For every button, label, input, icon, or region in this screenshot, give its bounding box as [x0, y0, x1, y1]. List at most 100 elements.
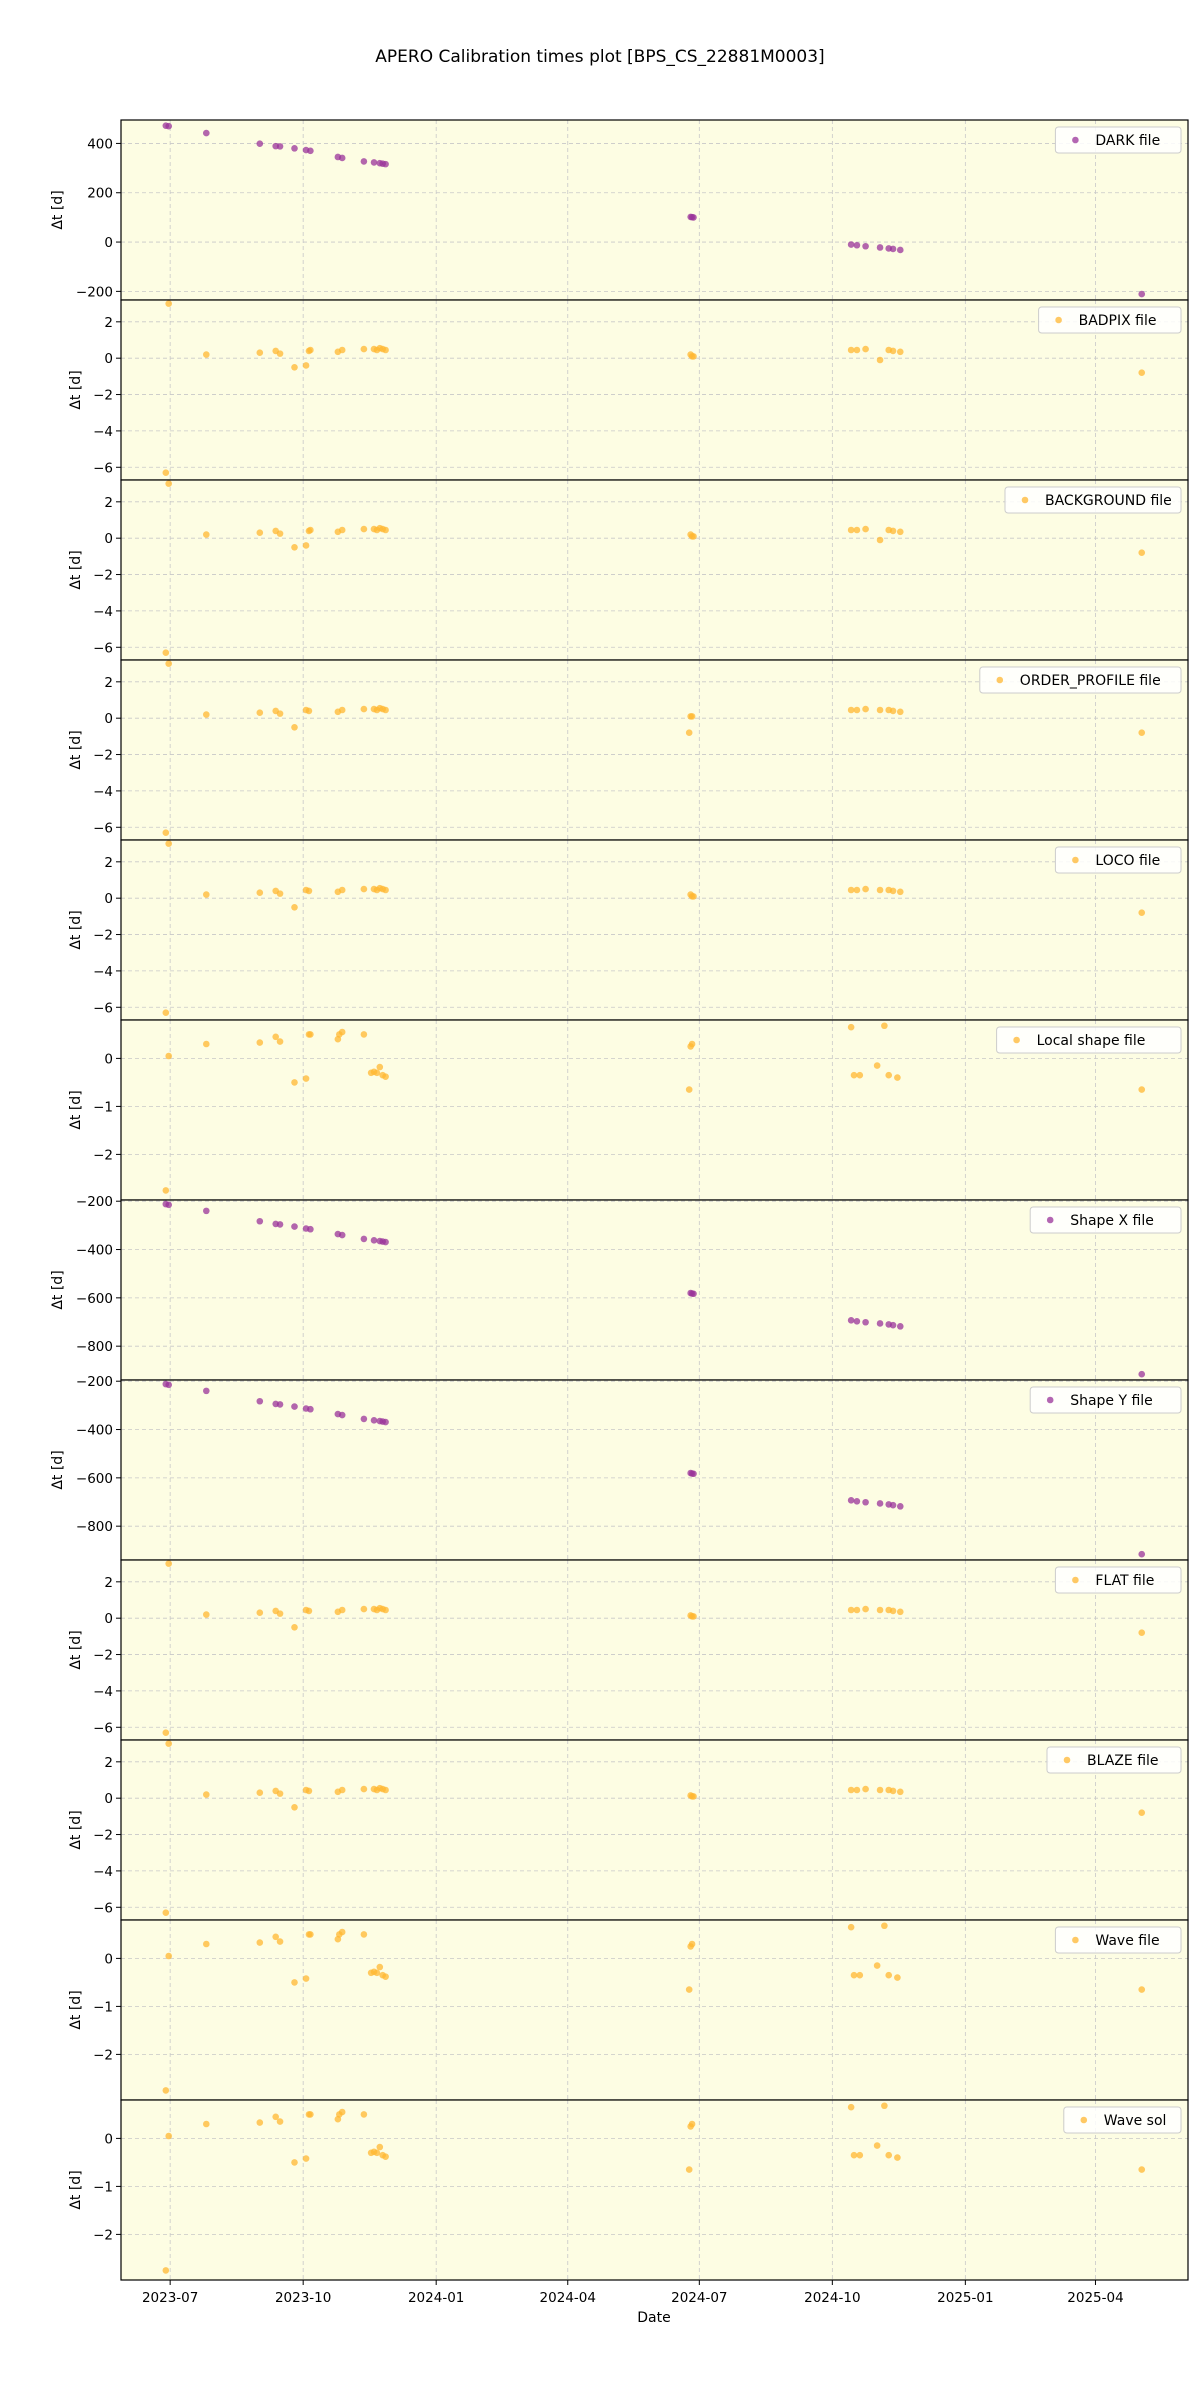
- y-axis-label: Δt [d]: [50, 190, 66, 229]
- data-point: [256, 1397, 264, 1405]
- data-point: [338, 1411, 346, 1419]
- data-point: [360, 158, 368, 165]
- data-point: [291, 903, 298, 911]
- y-axis-label: Δt [d]: [68, 1090, 84, 1129]
- plot-frame: [120, 2099, 1189, 2281]
- y-axis-label: Δt [d]: [68, 1990, 84, 2029]
- data-point: [382, 2153, 389, 2160]
- data-point: [876, 356, 884, 364]
- legend-marker: [1063, 1756, 1071, 1764]
- data-point: [203, 531, 210, 538]
- panel-3: −6 −4 −2 0 2 Δt [d] ORDER_PROFILE file: [68, 659, 1189, 841]
- data-point: [203, 711, 210, 718]
- data-point: [276, 2118, 284, 2125]
- data-point: [876, 1606, 884, 1614]
- data-point: [853, 1606, 861, 1614]
- y-tick-label: −6: [93, 1720, 113, 1736]
- data-point: [291, 723, 298, 731]
- data-point: [382, 1073, 389, 1080]
- data-point: [162, 1009, 170, 1017]
- data-point: [307, 1405, 314, 1413]
- data-point: [889, 347, 897, 355]
- y-tick-label: −4: [93, 784, 113, 800]
- data-point: [1138, 1986, 1146, 1993]
- y-tick-label: 2: [104, 1755, 113, 1771]
- data-point: [291, 145, 298, 152]
- data-point: [850, 2151, 858, 2159]
- data-point: [360, 1415, 368, 1423]
- data-point: [853, 526, 861, 534]
- data-point: [165, 2132, 173, 2140]
- data-point: [685, 1986, 693, 1993]
- data-point: [862, 1785, 869, 1793]
- data-point: [305, 707, 313, 715]
- data-point: [370, 1237, 378, 1244]
- y-tick-label: 0: [104, 351, 113, 367]
- data-point: [685, 2166, 693, 2173]
- data-point: [894, 1074, 901, 1081]
- legend-label: Local shape file: [1037, 1033, 1146, 1049]
- y-tick-label: 0: [104, 711, 113, 727]
- data-point: [853, 886, 861, 894]
- data-point: [382, 1786, 389, 1794]
- y-tick-label: −1: [93, 1999, 113, 2015]
- legend-box: [1054, 1926, 1182, 1954]
- data-point: [690, 1470, 697, 1478]
- data-point: [307, 1031, 314, 1038]
- data-point: [256, 1217, 264, 1225]
- data-point: [853, 1497, 861, 1505]
- data-point: [307, 526, 314, 534]
- data-point: [876, 1500, 884, 1507]
- legend-box: [1004, 486, 1182, 514]
- y-tick-label: −200: [76, 284, 113, 300]
- data-point: [338, 154, 346, 162]
- legend: Shape Y file: [1029, 1386, 1182, 1414]
- y-tick-label: −2: [93, 748, 113, 764]
- plot-background: [121, 1560, 1188, 1740]
- y-tick-label: −2: [93, 2227, 113, 2243]
- data-point: [276, 143, 284, 150]
- data-point: [162, 1187, 170, 1194]
- y-tick-label: −1: [93, 2179, 113, 2195]
- data-point: [688, 1940, 696, 1948]
- y-tick-label: −800: [76, 1519, 113, 1535]
- y-tick-label: −600: [76, 1471, 113, 1487]
- data-point: [1138, 290, 1146, 298]
- data-point: [276, 530, 284, 537]
- data-point: [276, 1938, 284, 1945]
- data-point: [338, 706, 346, 714]
- legend: Local shape file: [996, 1026, 1182, 1054]
- panel-4: −6 −4 −2 0 2 Δt [d] LOCO file: [68, 839, 1189, 1021]
- legend-marker: [1072, 1936, 1079, 1944]
- data-point: [853, 241, 861, 249]
- legend-label: Shape Y file: [1070, 1393, 1153, 1409]
- data-point: [165, 1052, 173, 1060]
- data-point: [382, 1418, 389, 1426]
- data-point: [338, 2108, 346, 2116]
- data-point: [203, 1611, 210, 1618]
- y-tick-label: 0: [104, 235, 113, 251]
- panel-10: −2 −1 0 Δt [d] Wave file: [68, 1919, 1189, 2101]
- data-point: [1138, 549, 1146, 557]
- data-point: [382, 1606, 389, 1614]
- data-point: [690, 893, 697, 900]
- data-point: [376, 2143, 384, 2151]
- legend: FLAT file: [1054, 1566, 1182, 1594]
- y-tick-label: −600: [76, 1291, 113, 1307]
- data-point: [307, 346, 314, 354]
- panel-2: −6 −4 −2 0 2 Δt [d] BACKGROUND file: [68, 479, 1189, 661]
- data-point: [894, 1974, 901, 1981]
- data-point: [685, 1086, 693, 1093]
- data-point: [276, 1610, 284, 1617]
- panel-1: −6 −4 −2 0 2 Δt [d] BADPIX file: [68, 299, 1189, 481]
- data-point: [291, 1803, 298, 1811]
- y-axis-label: Δt [d]: [68, 1810, 84, 1849]
- y-tick-label: 400: [87, 136, 113, 152]
- plot-background: [121, 840, 1188, 1020]
- data-point: [881, 1022, 888, 1030]
- data-point: [360, 885, 368, 893]
- legend-label: Wave file: [1095, 1933, 1159, 1949]
- x-axis-label: Date: [637, 2310, 670, 2326]
- plot-background: [121, 1200, 1188, 1380]
